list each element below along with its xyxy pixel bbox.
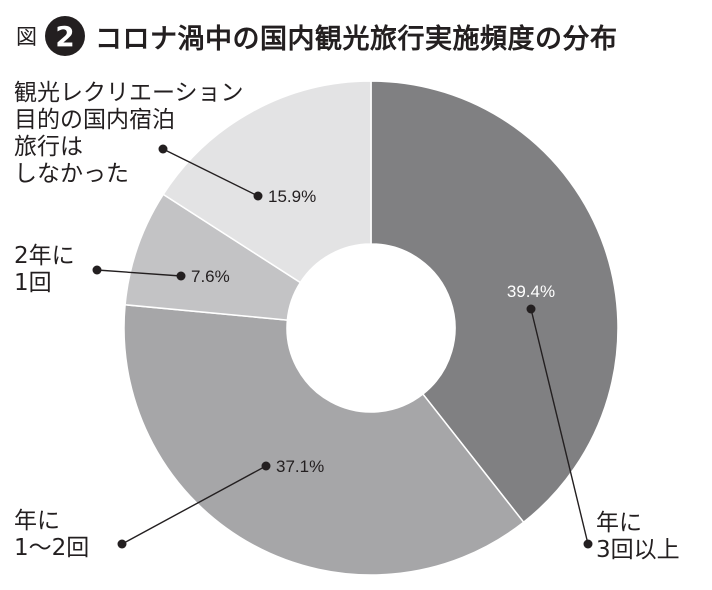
value-label: 37.1% <box>276 457 324 476</box>
leader-dot-inner <box>261 461 271 471</box>
slice-1-to-2 <box>123 303 525 576</box>
figure-prefix: 図 <box>16 25 37 49</box>
leader-line <box>121 465 267 545</box>
leader-dot-inner <box>253 191 263 201</box>
slice-label-3-or-more: 年に 3回以上 <box>596 510 680 563</box>
figure-header: 図 2 コロナ渦中の国内観光旅行実施頻度の分布 <box>16 14 618 58</box>
leader-dot-inner <box>526 304 536 314</box>
slice-label-no-travel: 観光レクリエーション 目的の国内宿泊 旅行は しなかった <box>14 80 244 187</box>
slice-label-1-to-2: 年に 1〜2回 <box>14 508 90 561</box>
leader-dot-outer <box>117 539 127 549</box>
value-label: 7.6% <box>191 267 230 286</box>
leader-dot-outer <box>92 265 102 275</box>
figure-number-badge: 2 <box>45 16 85 56</box>
leader-line <box>96 269 182 277</box>
value-label: 15.9% <box>268 187 316 206</box>
leader-line <box>162 148 259 197</box>
leader-line <box>530 308 589 545</box>
chart-title: コロナ渦中の国内観光旅行実施頻度の分布 <box>95 23 618 55</box>
value-label: 39.4% <box>507 282 555 301</box>
slice-label-once-in-2-years: 2年に 1回 <box>14 243 75 296</box>
leader-dot-outer <box>158 144 168 154</box>
slice-no-travel <box>162 80 372 284</box>
leader-dot-inner <box>176 271 186 281</box>
leader-dot-outer <box>583 539 593 549</box>
